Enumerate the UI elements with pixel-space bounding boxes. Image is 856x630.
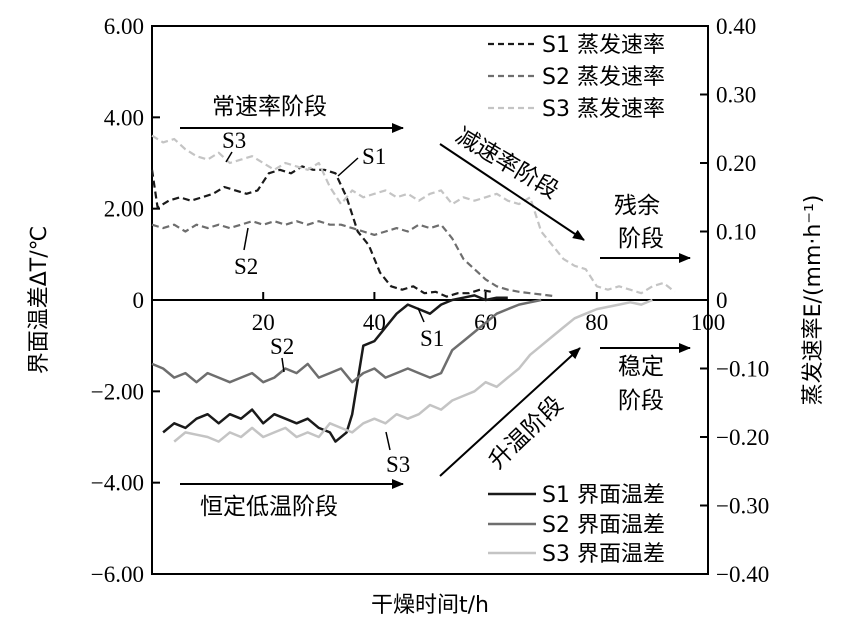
curve-label-s1-temp: S1 [420,326,444,351]
legend-label-s1-evap: S1 蒸发速率 [542,33,665,58]
curve-label-s2-evap: S2 [234,254,258,279]
y-right-tick-label-8: −0.40 [716,562,769,587]
y-left-tick-label-0: 6.00 [104,14,144,39]
y-right-tick-label-5: −0.10 [716,357,769,382]
y-left-tick-label-5: −4.00 [91,471,144,496]
x-tick-label-4: 100 [691,310,726,335]
stage-label-residual-line1: 残余 [614,193,660,219]
stage-label-residual-line2: 阶段 [618,226,664,252]
series-line-temp-s1 [162,294,508,443]
stage-arrow-falling-rate [439,143,585,241]
curve-leader-s3-evap [225,151,233,163]
series-line-temp-s3 [173,298,653,443]
curve-leader-s1-temp [417,307,425,323]
x-axis-title: 干燥时间t/h [371,593,489,618]
curve-labels: S3 S1 S2 S2 S1 S3 [222,128,444,477]
y-right-tick-label-2: 0.20 [716,151,756,176]
stage-label-heating: 升温阶段 [484,392,568,475]
curve-label-s3-evap: S3 [222,128,246,153]
y-left-tick-label-3: 0 [133,288,145,313]
y-right-tick-label-4: 0 [716,288,728,313]
stage-label-constant-rate: 常速率阶段 [212,94,327,120]
curve-label-s1-evap: S1 [362,144,386,169]
series-group [150,134,676,443]
y-left-tick-label-2: 2.00 [104,197,144,222]
x-tick-label-3: 80 [585,310,608,335]
legend-bottom: S1 界面温差 S2 界面温差 S3 界面温差 [488,483,665,567]
stage-label-stable-line2: 阶段 [618,388,664,414]
series-line-evap-s2 [151,220,553,297]
y-right-tick-label-6: −0.20 [716,425,769,450]
series-line-evap-s3 [151,134,676,295]
stage-label-constant-low-temp: 恒定低温阶段 [200,494,338,520]
tick-labels: 20 40 60 80 1006.004.002.000−2.00−4.00−6.000… [91,14,769,587]
x-tick-label-0: 20 [252,310,275,335]
y-left-tick-label-1: 4.00 [104,105,144,130]
legend-label-s2-evap: S2 蒸发速率 [542,65,665,90]
y-left-tick-label-4: −2.00 [91,379,144,404]
curve-leader-s3-temp [385,431,391,451]
y-right-axis-title: 蒸发速率E/(mm·h⁻¹) [801,195,826,406]
curve-leader-s2-temp [281,357,285,373]
legend-label-s3-temp: S3 界面温差 [542,542,665,567]
y-left-axis-title: 界面温差ΔT/℃ [27,226,52,375]
legend-label-s1-temp: S1 界面温差 [542,483,665,508]
series-line-evap-s1 [150,165,492,298]
curve-label-s3-temp: S3 [386,452,410,477]
legend-top: S1 蒸发速率 S2 蒸发速率 S3 蒸发速率 [488,33,665,122]
x-tick-label-1: 40 [363,310,386,335]
y-left-tick-label-6: −6.00 [91,562,144,587]
curve-leader-s2-evap [243,227,249,251]
stage-arrow-heating [439,347,581,477]
tick-marks [152,25,709,575]
y-right-tick-label-0: 0.40 [716,14,756,39]
stage-label-stable-line1: 稳定 [618,354,664,380]
curve-leader-s1-evap [337,157,359,177]
curve-label-s2-temp: S2 [270,334,294,359]
series-line-temp-s2 [151,298,542,384]
legend-label-s2-temp: S2 界面温差 [542,513,665,538]
legend-label-s3-evap: S3 蒸发速率 [542,97,665,122]
y-right-tick-label-3: 0.10 [716,220,756,245]
y-right-tick-label-7: −0.30 [716,494,769,519]
y-right-tick-label-1: 0.30 [716,83,756,108]
